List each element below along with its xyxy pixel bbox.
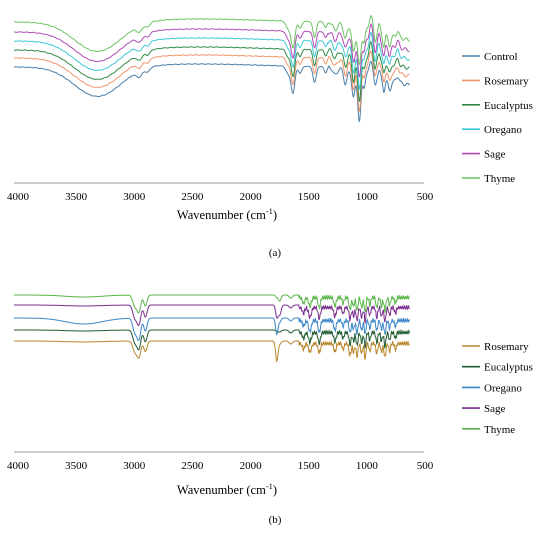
series-line-thyme bbox=[14, 294, 410, 314]
x-tick-label: 2000 bbox=[240, 191, 263, 203]
series-line-thyme bbox=[14, 14, 410, 66]
x-axis-label: Wavenumber (cm-1) bbox=[177, 481, 277, 497]
x-tick-label: 2500 bbox=[181, 191, 204, 203]
legend-label: Eucalyptus bbox=[484, 362, 533, 374]
x-tick-label: 4000 bbox=[7, 460, 30, 472]
series-line-rosemary bbox=[13, 50, 410, 112]
x-tick-label: 3500 bbox=[65, 460, 88, 472]
series-line-sage bbox=[14, 304, 410, 327]
legend-label: Oregano bbox=[484, 124, 522, 136]
panel-label: (b) bbox=[269, 514, 282, 526]
panel-label: (a) bbox=[269, 247, 282, 259]
legend-label: Control bbox=[484, 51, 518, 63]
x-axis-label: Wavenumber (cm-1) bbox=[177, 206, 277, 222]
legend-label: Rosemary bbox=[484, 75, 529, 87]
x-tick-label: 3000 bbox=[123, 191, 146, 203]
legend-label: Eucalyptus bbox=[484, 100, 533, 112]
x-tick-label: 3500 bbox=[65, 191, 88, 203]
x-tick-label: 1500 bbox=[298, 191, 321, 203]
x-tick-label: 3000 bbox=[123, 460, 146, 472]
series-line-control bbox=[13, 60, 410, 123]
x-tick-label: 1000 bbox=[356, 460, 379, 472]
series-line-oregano bbox=[14, 317, 410, 342]
x-tick-label: 4000 bbox=[7, 191, 30, 203]
legend-label: Rosemary bbox=[484, 341, 529, 353]
legend-label: Thyme bbox=[484, 173, 515, 185]
x-tick-label: 1500 bbox=[298, 460, 321, 472]
legend-label: Sage bbox=[484, 149, 506, 161]
legend-label: Sage bbox=[484, 403, 506, 415]
series-line-eucalyptus bbox=[14, 328, 410, 351]
legend-label: Oregano bbox=[484, 382, 522, 394]
series-line-sage bbox=[13, 23, 410, 78]
x-tick-label: 1000 bbox=[356, 191, 379, 203]
series-line-eucalyptus bbox=[13, 40, 410, 103]
legend-label: Thyme bbox=[484, 424, 515, 436]
x-tick-label: 2500 bbox=[181, 460, 204, 472]
x-tick-label: 500 bbox=[417, 191, 434, 203]
series-line-oregano bbox=[13, 31, 410, 91]
x-tick-label: 500 bbox=[417, 460, 434, 472]
series-line-rosemary bbox=[14, 339, 410, 363]
x-tick-label: 2000 bbox=[240, 460, 263, 472]
